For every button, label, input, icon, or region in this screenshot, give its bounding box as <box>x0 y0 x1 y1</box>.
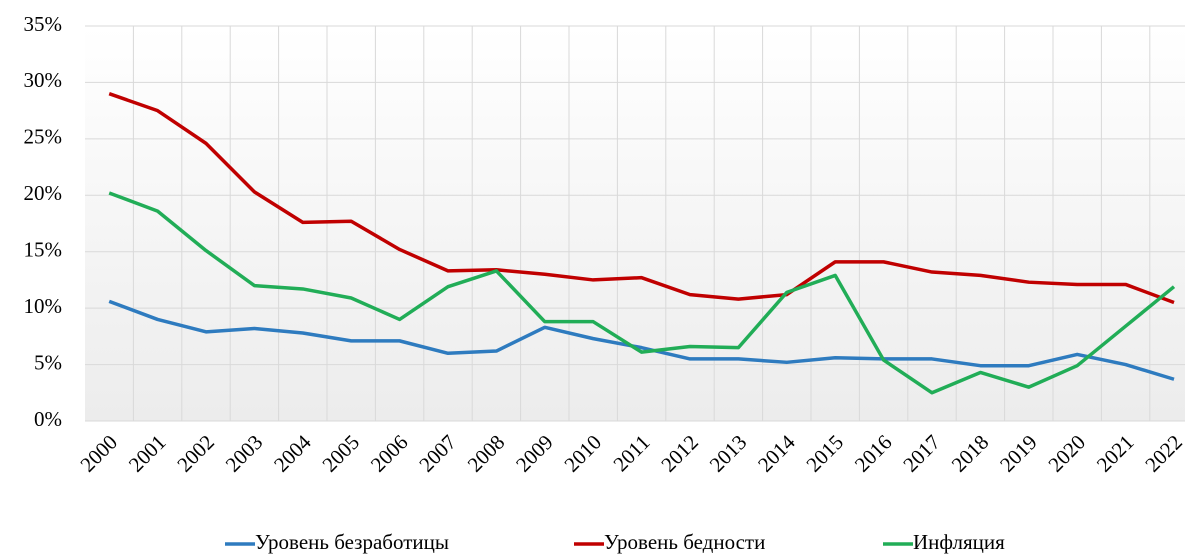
legend-label: Уровень безработицы <box>255 530 449 554</box>
x-tick-label: 2010 <box>559 430 606 477</box>
y-tick-label: 10% <box>24 294 63 318</box>
x-tick-label: 2006 <box>366 430 413 477</box>
series-line <box>108 299 1175 381</box>
x-tick-label: 2014 <box>753 430 800 477</box>
y-tick-label: 15% <box>24 238 63 262</box>
x-tick-label: 2005 <box>317 430 364 477</box>
x-tick-label: 2002 <box>172 430 219 477</box>
x-tick-label: 2003 <box>221 430 268 477</box>
x-tick-label: 2020 <box>1043 430 1090 477</box>
x-tick-label: 2004 <box>269 430 316 477</box>
legend-label: Уровень бедности <box>604 530 765 554</box>
series-line <box>108 191 1176 395</box>
x-tick-label: 2019 <box>995 430 1042 477</box>
y-tick-label: 25% <box>24 125 63 149</box>
x-tick-label: 2012 <box>656 430 703 477</box>
y-tick-label: 0% <box>34 407 62 431</box>
x-tick-label: 2008 <box>463 430 510 477</box>
y-tick-label: 20% <box>24 181 63 205</box>
x-tick-label: 2007 <box>414 430 461 477</box>
y-tick-label: 30% <box>24 68 63 92</box>
x-tick-label: 2009 <box>511 430 558 477</box>
x-tick-label: 2011 <box>608 430 654 476</box>
plot-area <box>85 26 1185 421</box>
x-tick-label: 2001 <box>124 430 171 477</box>
x-tick-label: 2015 <box>801 430 848 477</box>
x-tick-label: 2013 <box>705 430 752 477</box>
y-tick-label: 5% <box>34 350 62 374</box>
x-tick-label: 2000 <box>75 430 122 477</box>
legend-label: Инфляция <box>913 530 1005 554</box>
x-tick-label: 2021 <box>1092 430 1139 477</box>
y-tick-label: 35% <box>24 12 63 36</box>
series-line <box>108 92 1175 305</box>
x-tick-label: 2016 <box>850 430 897 477</box>
x-tick-label: 2018 <box>947 430 994 477</box>
x-tick-label: 2017 <box>898 430 945 477</box>
x-tick-label: 2022 <box>1140 430 1185 477</box>
